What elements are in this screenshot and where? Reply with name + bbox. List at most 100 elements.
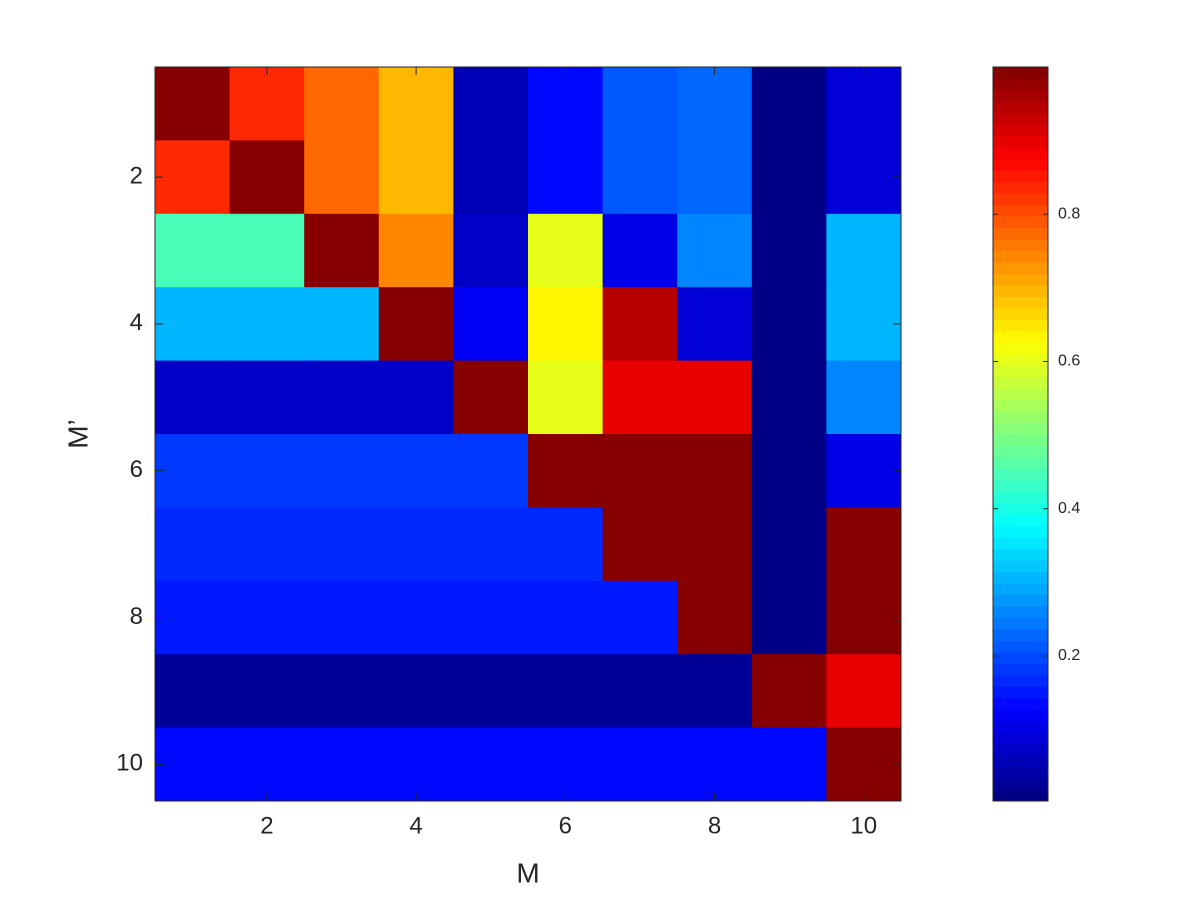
heatmap-cell [453,67,529,141]
heatmap-cell [378,140,454,215]
colorbar-swatch [993,296,1048,309]
colorbar-swatch [993,434,1048,446]
colorbar-swatch [993,376,1048,389]
heatmap-cell [528,580,604,655]
heatmap-cell [304,727,380,802]
heatmap-cell [304,434,380,508]
heatmap-cell [602,140,678,215]
heatmap-cell [453,654,529,729]
colorbar-swatch [993,319,1048,332]
colorbar-tick-label: 0.4 [1058,500,1080,517]
heatmap-cell [528,654,604,729]
heatmap-cell [751,580,827,655]
colorbar-swatch [993,193,1048,206]
colorbar-swatch [993,158,1048,171]
colorbar-swatch [993,491,1048,504]
axes-frame [154,66,902,802]
heatmap-cell [378,654,454,729]
colorbar-swatch [993,514,1048,527]
colorbar-swatch [993,388,1048,401]
heatmap-cell [826,140,902,215]
colorbar-swatch [993,112,1048,125]
colorbar-swatch [993,445,1048,458]
colorbar-swatch [993,456,1048,469]
heatmap-cell [677,287,753,362]
colorbar-swatch [993,147,1048,160]
heatmap-cell [826,67,902,141]
colorbar-swatch [993,720,1048,733]
colorbar-swatch [993,227,1048,240]
heatmap-cell [453,507,529,582]
heatmap-cell [677,67,753,141]
colorbar-swatch [993,560,1048,573]
colorbar-swatch [993,67,1048,79]
heatmap-cell [304,360,380,435]
heatmap-cell [826,287,902,362]
heatmap-cell [378,287,454,362]
heatmap-cell [453,213,529,288]
heatmap-cell [751,434,827,508]
heatmap-cell [602,360,678,435]
heatmap-cell [602,434,678,508]
heatmap-cell [229,434,305,508]
heatmap-cell [677,727,753,802]
heatmap-cell [677,434,753,508]
colorbar-swatch [993,250,1048,263]
heatmap-cell [528,287,604,362]
heatmap-cell [304,140,380,215]
colorbar-swatch [993,342,1048,355]
heatmap-cell [304,507,380,582]
colorbar-swatch [993,606,1048,618]
heatmap-cell [528,434,604,508]
colorbar-swatch [993,365,1048,378]
colorbar-swatch [993,663,1048,676]
heatmap-cell [453,140,529,215]
heatmap-cell [751,507,827,582]
heatmap-cell [229,67,305,141]
heatmap-cell [826,654,902,729]
colorbar-swatch [993,640,1048,653]
heatmap-cell [155,507,231,582]
heatmap-cell [378,580,454,655]
colorbar-swatch [993,261,1048,274]
y-tick-label: 10 [116,750,143,777]
x-tick-label: 2 [260,812,273,839]
heatmap-cell [229,140,305,215]
colorbar-swatch [993,135,1048,148]
y-tick-label: 2 [130,162,143,189]
colorbar-swatch [993,778,1048,791]
heatmap-cell [229,287,305,362]
heatmap-cell [528,360,604,435]
heatmap-cell [528,140,604,215]
heatmap-cell [304,67,380,141]
heatmap-cell [229,507,305,582]
colorbar-frame [992,66,1049,802]
colorbar-swatch [993,571,1048,584]
heatmap-cell [453,360,529,435]
heatmap-cell [751,360,827,435]
heatmap-cell [751,140,827,215]
heatmap-cell [155,213,231,288]
heatmap-cell [751,654,827,729]
heatmap-cell [677,213,753,288]
colorbar-swatch [993,330,1048,343]
heatmap-cell [453,287,529,362]
heatmap-cell [304,580,380,655]
heatmap-cell [677,140,753,215]
heatmap-cell [229,727,305,802]
heatmap-cell [453,727,529,802]
heatmap-cell [378,507,454,582]
colorbar-swatch [993,686,1048,699]
colorbar-swatch [993,170,1048,183]
heatmap-cell [602,507,678,582]
heatmap-cell [528,67,604,141]
colorbar-tick-label: 0.8 [1058,205,1080,222]
x-tick-label: 4 [409,812,422,839]
heatmap-cell [602,727,678,802]
colorbar-tick-label: 0.6 [1058,353,1080,370]
x-tick-label: 6 [559,812,572,839]
colorbar-swatch [993,399,1048,412]
heatmap-cell [229,213,305,288]
heatmap-cell [155,654,231,729]
colorbar-swatch [993,353,1048,366]
